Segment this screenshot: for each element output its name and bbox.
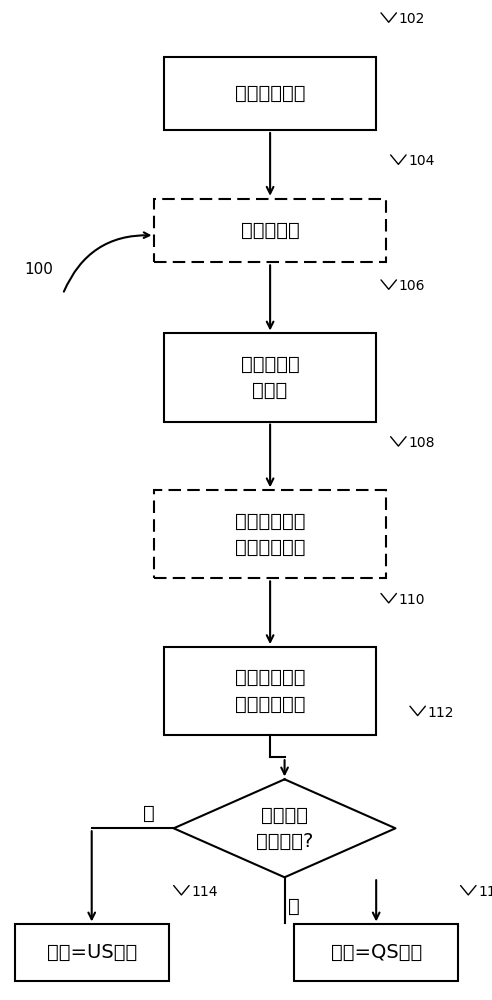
Bar bbox=[164, 57, 376, 130]
Text: 114: 114 bbox=[191, 885, 218, 899]
Text: 110: 110 bbox=[399, 593, 426, 607]
Text: 108: 108 bbox=[408, 436, 435, 450]
Text: 是: 是 bbox=[143, 804, 154, 823]
Text: 波峰=US边沿: 波峰=US边沿 bbox=[47, 943, 137, 962]
Bar bbox=[15, 924, 169, 981]
Bar bbox=[154, 490, 386, 578]
Text: 100: 100 bbox=[24, 262, 53, 277]
Text: 102: 102 bbox=[399, 12, 425, 26]
Bar bbox=[164, 647, 376, 735]
Bar bbox=[294, 924, 458, 981]
Text: 对波峰扫描
当前和: 对波峰扫描 当前和 bbox=[241, 355, 300, 400]
Text: 116: 116 bbox=[478, 885, 492, 899]
Text: 将一个或多个
波谷设定为零: 将一个或多个 波谷设定为零 bbox=[235, 512, 306, 557]
Text: 否: 否 bbox=[288, 897, 300, 916]
Bar bbox=[164, 333, 376, 422]
Text: 106: 106 bbox=[399, 279, 426, 293]
Polygon shape bbox=[174, 779, 396, 877]
Bar bbox=[154, 199, 386, 262]
Text: 执行初始扫描: 执行初始扫描 bbox=[235, 84, 306, 103]
Text: 104: 104 bbox=[408, 154, 435, 168]
Text: 112: 112 bbox=[428, 706, 454, 720]
Text: 存储当前和: 存储当前和 bbox=[241, 221, 300, 240]
Text: 将波峰与获取
数量进行比较: 将波峰与获取 数量进行比较 bbox=[235, 668, 306, 714]
Text: 波峰等于
获取数量?: 波峰等于 获取数量? bbox=[256, 806, 313, 851]
Text: 波峰=QS边沿: 波峰=QS边沿 bbox=[331, 943, 422, 962]
